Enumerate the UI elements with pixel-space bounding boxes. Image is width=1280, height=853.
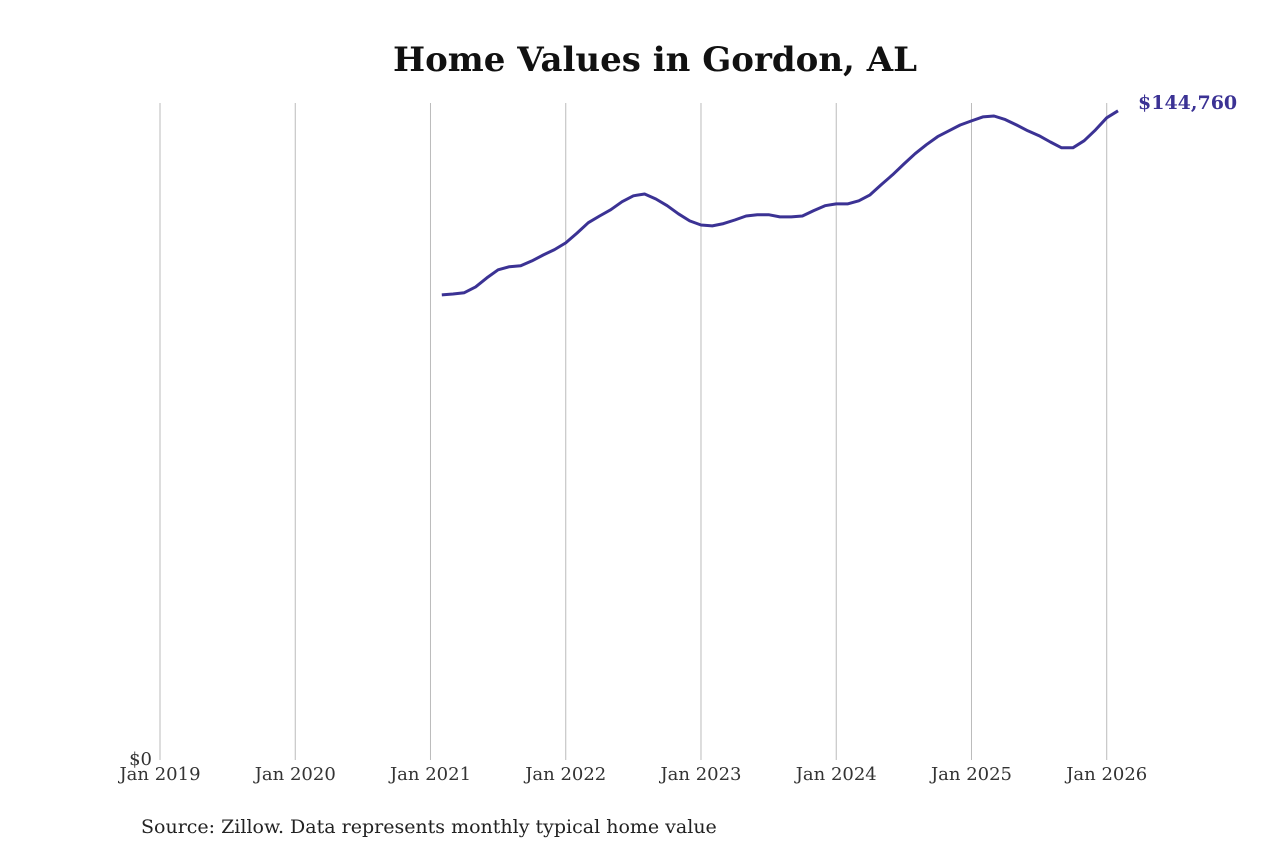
x-tick-label: Jan 2024 <box>794 764 877 785</box>
x-tick-label: Jan 2022 <box>523 764 606 785</box>
x-tick-label: Jan 2021 <box>388 764 471 785</box>
x-tick-label: Jan 2025 <box>929 764 1012 785</box>
x-tick-label: Jan 2019 <box>117 764 200 785</box>
value-label: $144,760 <box>1138 92 1237 114</box>
line <box>441 109 1119 297</box>
x-tick-label: Jan 2023 <box>658 764 741 785</box>
x-tick-label: Jan 2026 <box>1064 764 1147 785</box>
y-tick-label: $0 <box>129 749 152 770</box>
x-tick-label: Jan 2020 <box>253 764 336 785</box>
chart-title: Home Values in Gordon, AL <box>393 40 917 80</box>
source-note: Source: Zillow. Data represents monthly … <box>141 816 717 838</box>
